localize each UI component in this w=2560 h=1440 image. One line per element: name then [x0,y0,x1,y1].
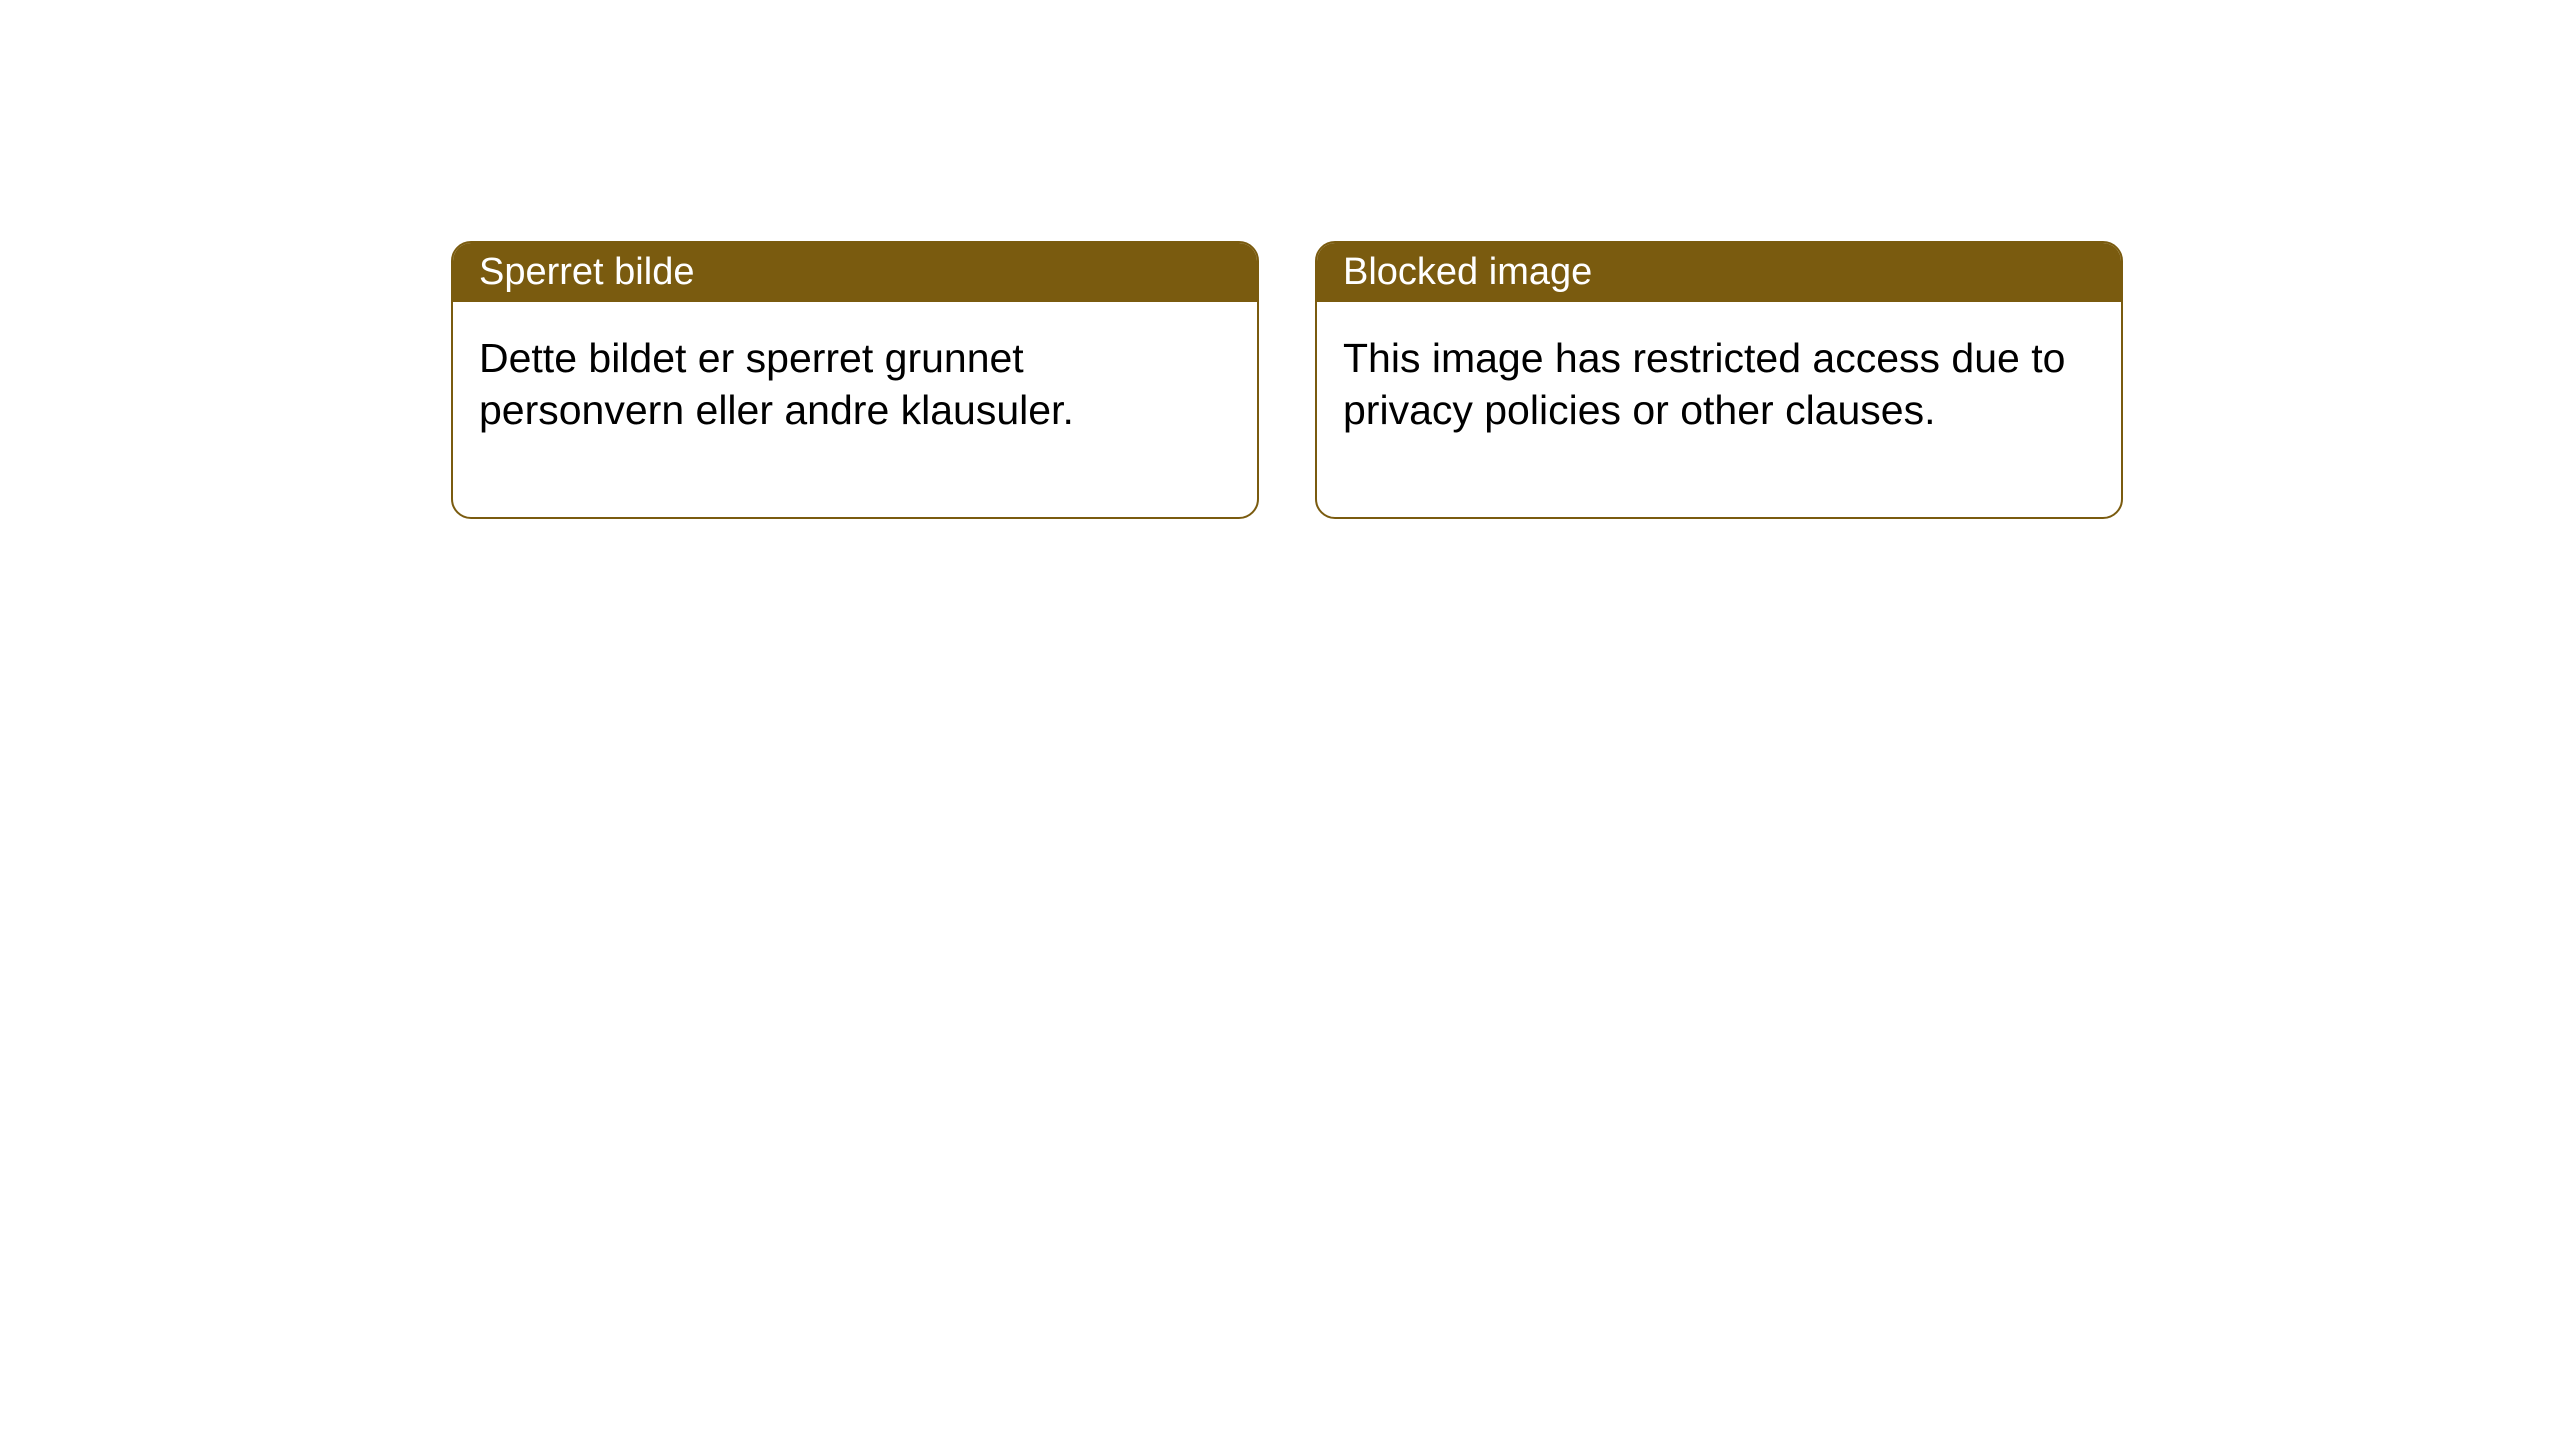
notice-card-en: Blocked image This image has restricted … [1315,241,2123,519]
notice-title-en: Blocked image [1317,243,2121,302]
notice-card-no: Sperret bilde Dette bildet er sperret gr… [451,241,1259,519]
notice-body-en: This image has restricted access due to … [1317,302,2121,517]
notice-title-no: Sperret bilde [453,243,1257,302]
notice-body-no: Dette bildet er sperret grunnet personve… [453,302,1257,517]
notice-container: Sperret bilde Dette bildet er sperret gr… [451,241,2123,519]
